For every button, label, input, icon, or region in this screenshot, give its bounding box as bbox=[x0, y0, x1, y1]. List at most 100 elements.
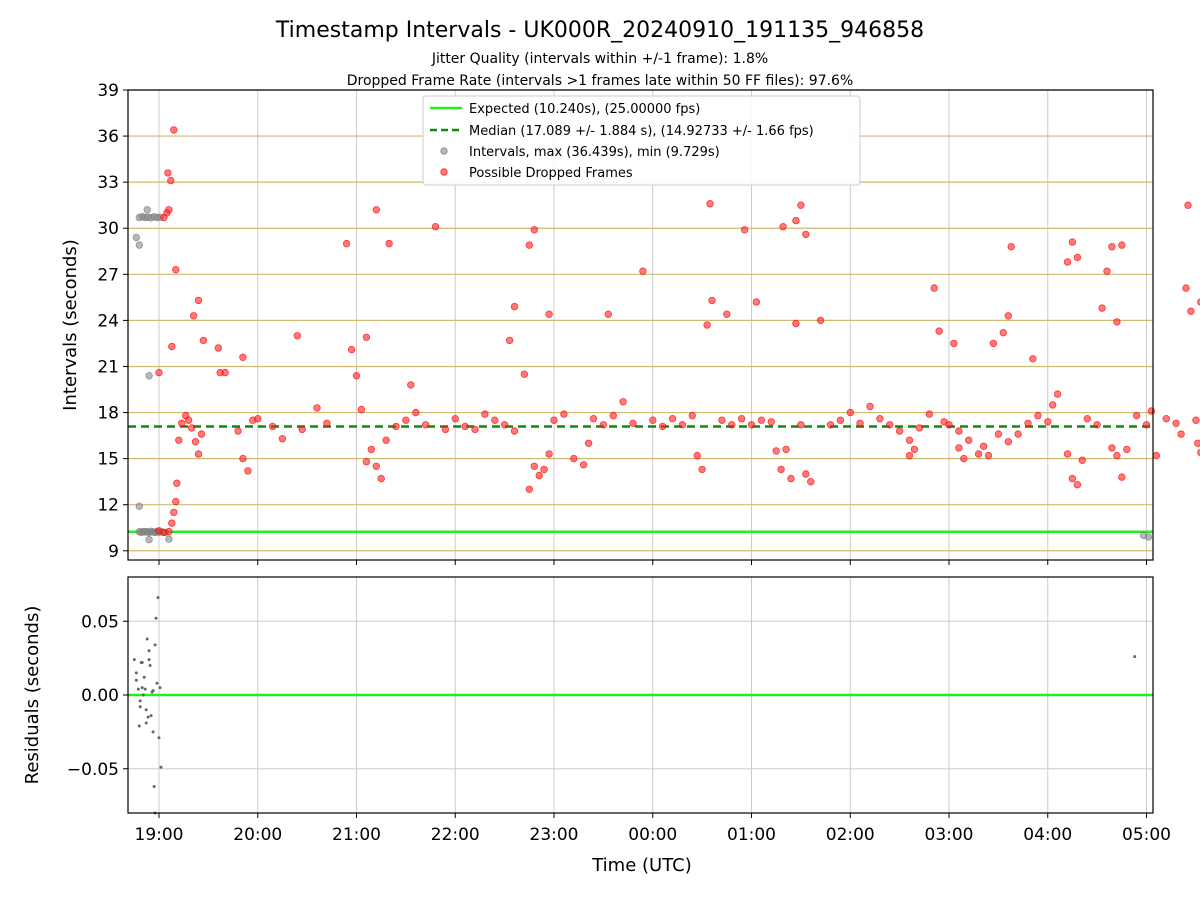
dropped-frame-point bbox=[915, 424, 924, 432]
dropped-frame-point bbox=[974, 450, 983, 458]
dropped-frame-point bbox=[170, 508, 178, 517]
dropped-frame-point bbox=[367, 445, 375, 454]
residuals-plot: 0.05 0.00 −0.05 19:00 20:00 21:00 22:00 23:00 0… bbox=[22, 576, 1171, 876]
dropped-frame-point bbox=[510, 302, 519, 311]
dropped-frame-point bbox=[1053, 390, 1062, 398]
dropped-frame-point bbox=[905, 451, 914, 460]
dropped-frame-point bbox=[1083, 415, 1091, 423]
dropped-frame-point bbox=[194, 450, 203, 458]
dropped-frame-point bbox=[168, 519, 176, 527]
dropped-frame-point bbox=[197, 430, 206, 438]
dropped-frame-point bbox=[362, 333, 371, 341]
dropped-frame-point bbox=[1004, 438, 1012, 446]
dropped-frame-point bbox=[165, 527, 173, 536]
dropped-frame-point bbox=[1048, 401, 1057, 409]
dropped-frame-point bbox=[1073, 253, 1082, 262]
dropped-frame-point bbox=[1194, 439, 1200, 447]
dropped-frame-point bbox=[441, 425, 450, 434]
dropped-frame-point bbox=[1118, 241, 1126, 249]
interval-point bbox=[143, 206, 151, 214]
dropped-frame-point bbox=[402, 416, 410, 424]
dropped-frame-point bbox=[167, 176, 175, 185]
dropped-frame-point bbox=[540, 465, 548, 474]
x-tick-label: 01:00 bbox=[727, 825, 776, 845]
dropped-frame-point bbox=[1177, 430, 1185, 438]
residual-point bbox=[141, 693, 145, 697]
dropped-frame-point bbox=[239, 454, 247, 463]
dropped-frame-point bbox=[510, 427, 519, 435]
legend-expected-label: Expected (10.240s), (25.00000 fps) bbox=[469, 102, 700, 117]
dropped-frame-point bbox=[1098, 304, 1106, 312]
dropped-frame-point bbox=[945, 421, 953, 429]
dropped-frame-point bbox=[1162, 415, 1170, 423]
dropped-frame-point bbox=[782, 445, 790, 454]
dropped-frame-point bbox=[688, 411, 696, 420]
dropped-frame-point bbox=[172, 497, 180, 506]
intervals-plot-frame bbox=[127, 89, 1154, 561]
residual-point bbox=[140, 686, 144, 690]
dropped-frame-point bbox=[989, 339, 998, 348]
x-tick-label: 23:00 bbox=[530, 825, 579, 845]
dropped-frame-point bbox=[382, 436, 390, 444]
legend-dropped-label: Possible Dropped Frames bbox=[469, 166, 633, 181]
residuals-y-tick-label: 0.05 bbox=[81, 612, 119, 632]
dropped-frame-point bbox=[471, 425, 479, 434]
dropped-frame-point bbox=[1063, 258, 1072, 266]
intervals-y-tick-label: 39 bbox=[97, 81, 119, 101]
dropped-frame-point bbox=[1187, 307, 1195, 315]
dropped-frame-point bbox=[164, 169, 172, 177]
dropped-frame-point bbox=[189, 312, 198, 320]
dropped-frame-point bbox=[221, 368, 229, 377]
interval-point bbox=[145, 535, 153, 544]
dropped-frame-point bbox=[737, 415, 746, 423]
dropped-frame-point bbox=[1044, 418, 1052, 426]
dropped-frame-point bbox=[836, 416, 845, 424]
dropped-frame-point bbox=[1113, 451, 1121, 460]
dropped-frame-point bbox=[545, 450, 553, 458]
dropped-frame-point bbox=[191, 438, 200, 446]
x-tick-label: 22:00 bbox=[431, 825, 480, 845]
x-axis-label: Time (UTC) bbox=[591, 855, 692, 876]
dropped-frame-point bbox=[347, 345, 356, 354]
x-tick-label: 21:00 bbox=[332, 825, 381, 845]
dropped-frame-point bbox=[172, 266, 180, 274]
residual-point bbox=[134, 678, 138, 682]
dropped-frame-point bbox=[545, 310, 553, 318]
dropped-frame-point bbox=[693, 451, 701, 460]
residual-point bbox=[136, 687, 140, 691]
residual-point bbox=[156, 596, 160, 600]
dropped-frame-point bbox=[1182, 284, 1190, 292]
intervals-y-tick-label: 18 bbox=[97, 404, 119, 424]
dropped-frame-point bbox=[525, 241, 533, 249]
dropped-frame-point bbox=[999, 329, 1007, 337]
residuals-y-axis-label: Residuals (seconds) bbox=[22, 606, 43, 785]
dropped-frame-point bbox=[779, 222, 787, 231]
dropped-frame-point bbox=[994, 430, 1003, 438]
dropped-frame-point bbox=[392, 422, 400, 431]
dropped-frame-point bbox=[313, 404, 321, 412]
intervals-y-tick-label: 15 bbox=[97, 450, 119, 470]
dropped-frame-point bbox=[1103, 267, 1111, 275]
dropped-frame-point bbox=[1142, 421, 1151, 429]
residual-point bbox=[137, 724, 141, 728]
residual-point bbox=[159, 765, 163, 769]
dropped-frame-point bbox=[530, 462, 538, 470]
dropped-frame-point bbox=[352, 372, 361, 380]
interval-point bbox=[135, 502, 143, 510]
dropped-frame-point bbox=[772, 447, 780, 455]
dropped-frame-point bbox=[1118, 473, 1126, 481]
dropped-frame-point bbox=[431, 222, 440, 231]
x-tick-label: 00:00 bbox=[628, 825, 677, 845]
residual-point bbox=[149, 714, 153, 718]
residual-point bbox=[143, 687, 147, 691]
residual-point bbox=[145, 637, 149, 641]
dropped-frame-point bbox=[740, 226, 749, 234]
dropped-frame-point bbox=[377, 474, 385, 483]
dropped-frame-point bbox=[925, 410, 933, 418]
intervals-y-tick-label: 9 bbox=[108, 542, 119, 562]
dropped-frame-point bbox=[1108, 242, 1116, 251]
dropped-frame-point bbox=[599, 421, 608, 429]
dropped-frame-point bbox=[668, 415, 677, 423]
x-tick-label: 19:00 bbox=[135, 825, 184, 845]
x-tick-label: 05:00 bbox=[1122, 825, 1171, 845]
